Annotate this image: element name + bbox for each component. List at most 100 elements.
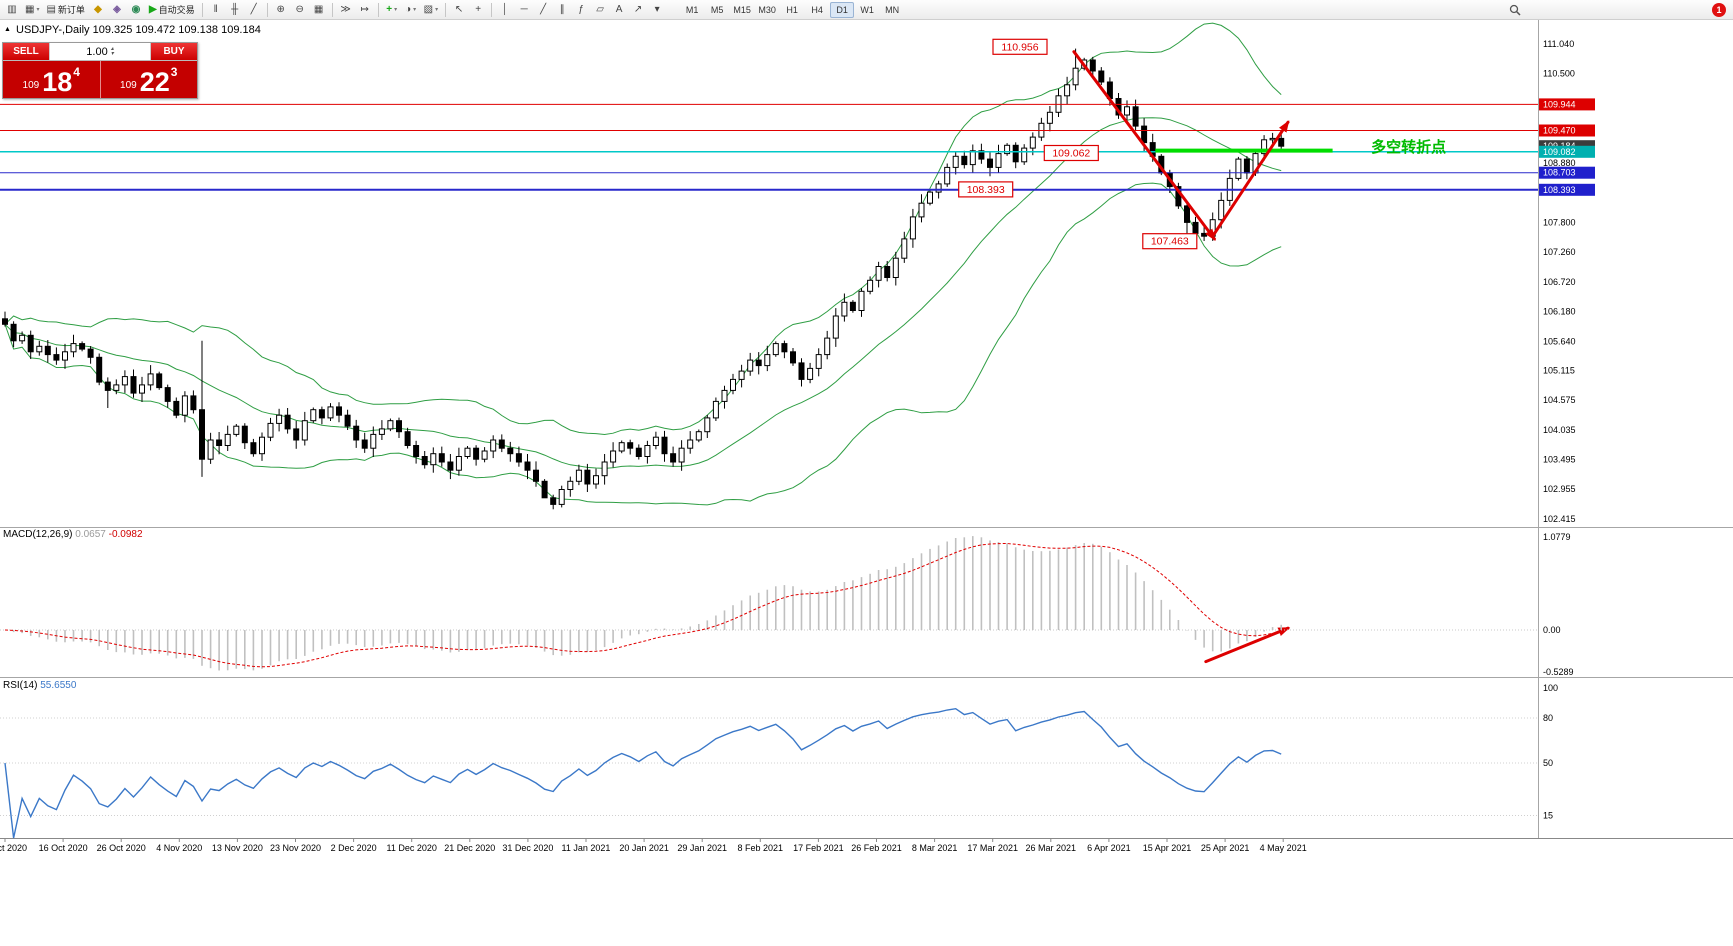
candle-body	[918, 202, 925, 218]
search-button[interactable]	[1506, 1, 1524, 19]
price-axis: 111.040 110.500 108.880 107.800 107.260 106.7…	[1539, 39, 1595, 524]
candle-body	[558, 489, 565, 505]
sell-price[interactable]: 109 18 4	[3, 61, 101, 98]
add-indicator-button[interactable]: + ▾	[383, 1, 401, 19]
zoom-out-button[interactable]: ⊖	[291, 1, 309, 19]
crosshair-button[interactable]: +	[469, 1, 487, 19]
one-click-trading-panel: SELL 1.00 ▴ ▾ BUY 109 18 4 109 22 3	[2, 42, 198, 99]
vertical-line-button[interactable]: │	[496, 1, 514, 19]
candle-body	[1278, 137, 1285, 147]
indicators-button[interactable]: ◆	[89, 1, 107, 19]
candle-body	[755, 359, 762, 367]
price-axis-label: 106.720	[1543, 277, 1576, 287]
timeframe-m5-button[interactable]: M5	[710, 4, 724, 15]
candle-body	[995, 153, 1002, 168]
volume-value[interactable]: 1.00	[86, 45, 108, 58]
autotrading-button[interactable]: ▶ 自动交易	[146, 1, 198, 19]
candle-body	[36, 345, 43, 353]
timeframe-m15-button[interactable]: M15	[733, 4, 751, 15]
objects-dropdown-button[interactable]: ▾	[648, 1, 666, 19]
volume-up-icon[interactable]: ▴	[110, 45, 114, 52]
periods-button[interactable]: ◑ ▾	[402, 1, 420, 19]
price-axis-label: 105.115	[1543, 365, 1575, 375]
templates-button[interactable]: ▧ ▾	[421, 1, 441, 19]
candle-body	[849, 301, 856, 311]
candle-body	[361, 439, 368, 449]
profiles-icon: ▦	[25, 3, 35, 15]
price-axis-label: 106.180	[1543, 307, 1576, 317]
horizontal-line-button[interactable]: ─	[515, 1, 533, 19]
profiles-button[interactable]: ▦ ▾	[22, 1, 42, 19]
trend-arrow[interactable]	[1072, 50, 1216, 241]
candle-body	[1089, 59, 1096, 72]
chart-shift-button[interactable]: ↦	[356, 1, 374, 19]
auto-scroll-button[interactable]: ≫	[337, 1, 355, 19]
pivot-note-text[interactable]: 多空转折点	[1371, 138, 1446, 156]
trend-arrow[interactable]	[1204, 626, 1291, 664]
candlestick-chart-button[interactable]: ╫	[226, 1, 244, 19]
zoom-in-button[interactable]: ⊕	[272, 1, 290, 19]
candle-body	[678, 447, 685, 463]
notification-badge[interactable]: 1	[1712, 2, 1726, 17]
candle-body	[62, 351, 68, 361]
arrow-tool-button[interactable]: ↗	[629, 1, 647, 19]
timeframe-m1-button[interactable]: M1	[685, 4, 699, 15]
price-badge	[1539, 145, 1595, 158]
tile-windows-button[interactable]: ▦	[310, 1, 328, 19]
date-label: 8 Feb 2021	[738, 843, 784, 853]
candle-body	[1124, 106, 1130, 116]
macd-axis-label: 0.00	[1543, 625, 1561, 635]
new-order-button[interactable]: ▤ 新订单	[43, 1, 87, 19]
candle-body	[695, 431, 702, 441]
macd-axis-label: 1.0779	[1543, 532, 1571, 542]
timeframe-h4-button[interactable]: H4	[811, 4, 823, 15]
candle-body	[2, 318, 8, 325]
timeframe-h1-button[interactable]: H1	[786, 4, 798, 15]
sell-button[interactable]: SELL	[3, 43, 49, 60]
market-button[interactable]: ◉	[127, 1, 145, 19]
scripts-button[interactable]: ◈	[108, 1, 126, 19]
candle-body	[455, 456, 462, 471]
chart-canvas[interactable]: 110.956 109.062 108.393 107.463 多空转折点 111.040…	[0, 20, 1733, 946]
date-label: 26 Oct 2020	[97, 843, 146, 853]
horizontal-level-lines[interactable]	[0, 103, 1538, 191]
candle-body	[79, 343, 86, 350]
shapes-button[interactable]: ▱	[591, 1, 609, 19]
buy-price[interactable]: 109 22 3	[101, 61, 198, 98]
rsi-label: RSI(14) 55.6550	[3, 680, 76, 691]
fibonacci-button[interactable]: ƒ	[572, 1, 590, 19]
date-label: 4 Nov 2020	[156, 843, 202, 853]
line-chart-button[interactable]: ╱	[245, 1, 263, 19]
buy-button[interactable]: BUY	[151, 43, 197, 60]
equidistant-channel-button[interactable]: ∥	[553, 1, 571, 19]
dropdown-arrow-icon: ▾	[413, 7, 417, 13]
candle-body	[1261, 139, 1268, 155]
new-chart-button[interactable]: ▥	[3, 1, 21, 19]
candle-body	[310, 409, 317, 422]
text-button[interactable]: A	[610, 1, 628, 19]
candle-body	[53, 354, 60, 361]
candle-body	[207, 439, 214, 460]
volume-down-icon[interactable]: ▾	[110, 50, 114, 57]
date-label: 6 Apr 2021	[1087, 843, 1131, 853]
trend-arrow[interactable]	[1211, 120, 1290, 238]
rsi-name: RSI(14)	[3, 680, 38, 691]
candle-body	[404, 431, 411, 447]
bar-chart-button[interactable]: ‖	[207, 1, 225, 19]
timeframe-mn-button[interactable]: MN	[885, 4, 900, 15]
cursor-button[interactable]: ↖	[450, 1, 468, 19]
timeframe-m30-button[interactable]: M30	[758, 4, 776, 15]
price-callouts[interactable]: 110.956 109.062 108.393 107.463	[958, 38, 1198, 250]
volume-spinner[interactable]: ▴ ▾	[110, 45, 114, 57]
price-axis-label: 107.260	[1543, 247, 1576, 257]
collapse-triangle-icon[interactable]: ▲	[4, 26, 11, 33]
timeframe-w1-button[interactable]: W1	[860, 4, 874, 15]
volume-stepper[interactable]: 1.00 ▴ ▾	[49, 43, 151, 60]
candle-body	[267, 422, 274, 438]
date-label: 21 Dec 2020	[444, 843, 495, 853]
text-icon: A	[615, 3, 623, 15]
time-axis[interactable]: 7 Oct 2020 16 Oct 2020 26 Oct 2020 4 Nov 20…	[0, 838, 1307, 853]
trendline-button[interactable]: ╱	[534, 1, 552, 19]
price-axis-label: 111.040	[1543, 39, 1574, 49]
timeframe-d1-button[interactable]: D1	[830, 1, 855, 18]
